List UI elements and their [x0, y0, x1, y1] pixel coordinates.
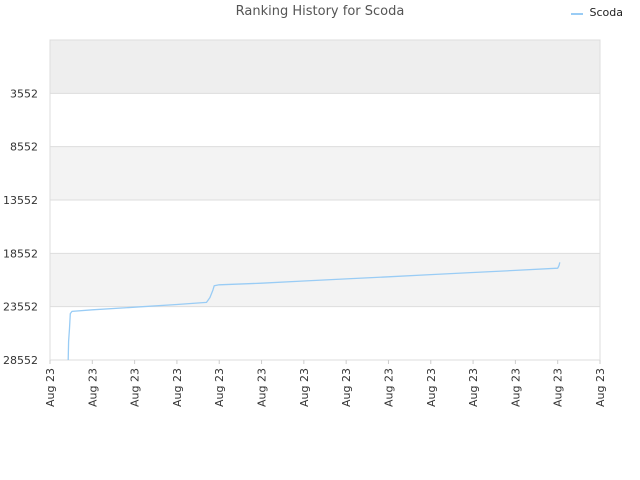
x-tick-label: Aug 23 — [340, 368, 353, 407]
x-tick-label: Aug 23 — [382, 368, 395, 407]
grid-band — [50, 306, 600, 360]
y-tick-label: 23552 — [3, 301, 38, 314]
x-tick-label: Aug 23 — [467, 368, 480, 407]
x-tick-label: Aug 23 — [256, 368, 269, 407]
grid-band — [50, 200, 600, 254]
grid-band — [50, 146, 600, 200]
x-tick-label: Aug 23 — [129, 368, 142, 407]
y-tick-label: 8552 — [10, 141, 38, 154]
x-tick-label: Aug 23 — [425, 368, 438, 407]
x-tick-label: Aug 23 — [594, 368, 607, 407]
y-tick-label: 28552 — [3, 354, 38, 367]
legend-swatch — [570, 12, 583, 15]
grid-band — [50, 93, 600, 147]
legend: Scoda — [570, 6, 623, 19]
series-line-scoda — [67, 262, 561, 361]
chart-title: Ranking History for Scoda — [235, 4, 405, 19]
legend-label-scoda: Scoda — [589, 6, 623, 19]
plot-border — [49, 39, 601, 361]
x-tick-label: Aug 23 — [171, 368, 184, 407]
y-tick-label: 18552 — [3, 247, 38, 260]
x-tick-label: Aug 23 — [86, 368, 99, 407]
x-tick-label: Aug 23 — [44, 368, 57, 407]
x-tick-label: Aug 23 — [298, 368, 311, 407]
x-tick-label: Aug 23 — [552, 368, 565, 407]
grid-band — [50, 40, 600, 94]
x-tick-label: Aug 23 — [213, 368, 226, 407]
x-tick-label: Aug 23 — [509, 368, 522, 407]
y-tick-label: 3552 — [10, 87, 38, 100]
y-tick-label: 13552 — [3, 194, 38, 207]
